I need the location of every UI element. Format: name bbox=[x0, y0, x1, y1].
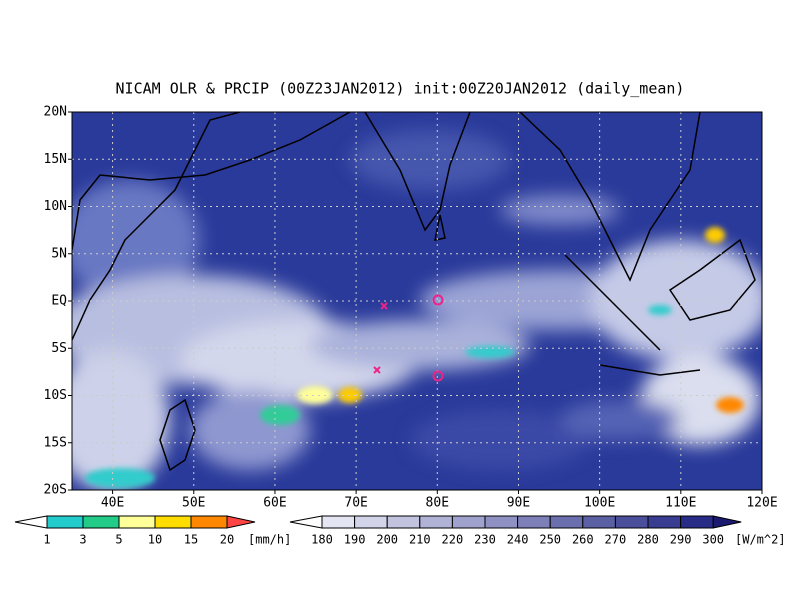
lon-label: 60E bbox=[263, 496, 286, 511]
legend-tick: 220 bbox=[442, 533, 464, 547]
colorbar-box bbox=[354, 515, 388, 529]
colorbar-box bbox=[484, 515, 519, 529]
lon-label: 120E bbox=[746, 496, 777, 511]
grid bbox=[72, 112, 762, 490]
colorbar-box bbox=[386, 515, 421, 529]
colorbar-box bbox=[549, 515, 584, 529]
colorbar-arrow bbox=[289, 515, 323, 529]
legend-unit: [mm/h] bbox=[248, 533, 291, 547]
lat-label: 10N bbox=[44, 199, 67, 214]
lon-label: 100E bbox=[584, 496, 615, 511]
lat-label: EQ bbox=[51, 294, 67, 309]
lon-label: 50E bbox=[182, 496, 205, 511]
colorbar-box bbox=[680, 515, 714, 529]
lat-label: 10S bbox=[44, 388, 67, 403]
legend-tick: 300 bbox=[702, 533, 724, 547]
lat-label: 20S bbox=[44, 483, 67, 498]
legend-tick: 200 bbox=[376, 533, 398, 547]
colorbar-box bbox=[321, 515, 356, 529]
lat-label: 15N bbox=[44, 152, 67, 167]
lat-label: 20N bbox=[44, 105, 67, 120]
colorbar-arrow bbox=[226, 515, 256, 529]
legend-tick: 1 bbox=[43, 533, 50, 547]
legend-tick: 280 bbox=[637, 533, 659, 547]
colorbar-box bbox=[419, 515, 453, 529]
legend-tick: 180 bbox=[311, 533, 333, 547]
lat-label: 5N bbox=[51, 246, 67, 261]
colorbar-box bbox=[154, 515, 192, 529]
legend-tick: 230 bbox=[474, 533, 496, 547]
legend-tick: 290 bbox=[670, 533, 692, 547]
colorbar-box bbox=[451, 515, 486, 529]
colorbar-box bbox=[647, 515, 682, 529]
colorbar-box bbox=[614, 515, 649, 529]
map-field bbox=[72, 112, 762, 490]
legend-tick: 5 bbox=[115, 533, 122, 547]
map-title: NICAM OLR & PRCIP (00Z23JAN2012) init:00… bbox=[116, 80, 685, 98]
legend-tick: 15 bbox=[184, 533, 198, 547]
legend-tick: 210 bbox=[409, 533, 431, 547]
lon-label: 40E bbox=[101, 496, 124, 511]
legend-tick: 240 bbox=[507, 533, 529, 547]
lat-label: 15S bbox=[44, 435, 67, 450]
lon-label: 110E bbox=[665, 496, 696, 511]
legend-tick: 270 bbox=[605, 533, 627, 547]
colorbar-box bbox=[118, 515, 156, 529]
colorbar-arrow bbox=[712, 515, 742, 529]
legend-tick: 10 bbox=[148, 533, 162, 547]
legend-tick: 3 bbox=[79, 533, 86, 547]
legend-tick: 260 bbox=[572, 533, 594, 547]
colorbar-box bbox=[82, 515, 120, 529]
lon-label: 80E bbox=[426, 496, 449, 511]
precip-blobs bbox=[85, 227, 744, 488]
colorbar-arrow bbox=[14, 515, 48, 529]
legend-tick: 250 bbox=[539, 533, 561, 547]
lon-label: 70E bbox=[344, 496, 367, 511]
colorbar-box bbox=[190, 515, 228, 529]
lat-label: 5S bbox=[51, 341, 67, 356]
coastlines bbox=[72, 112, 756, 472]
colorbar-box bbox=[46, 515, 84, 529]
legend-tick: 20 bbox=[220, 533, 234, 547]
legend-unit: [W/m^2] bbox=[735, 533, 786, 547]
colorbar-box bbox=[517, 515, 551, 529]
legend-tick: 190 bbox=[344, 533, 366, 547]
colorbar-box bbox=[582, 515, 616, 529]
lon-label: 90E bbox=[507, 496, 530, 511]
markers bbox=[373, 294, 444, 382]
